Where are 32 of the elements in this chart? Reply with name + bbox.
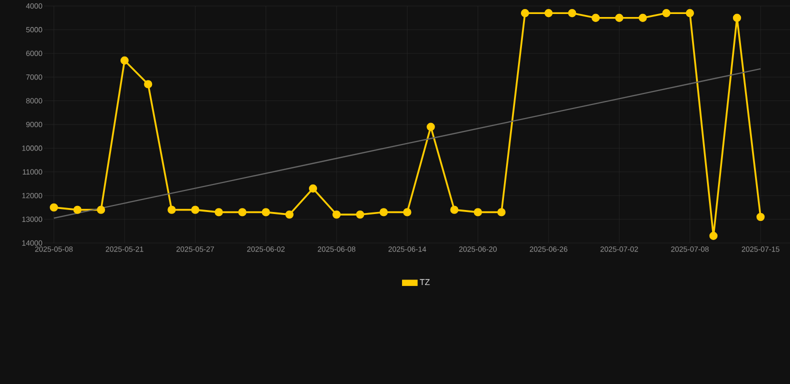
point bbox=[356, 210, 364, 219]
point bbox=[50, 203, 58, 212]
point bbox=[191, 206, 200, 214]
point bbox=[709, 232, 718, 240]
point bbox=[756, 212, 765, 222]
point bbox=[497, 208, 506, 216]
point bbox=[262, 208, 270, 216]
point bbox=[615, 14, 624, 22]
point bbox=[592, 14, 600, 22]
point bbox=[144, 80, 152, 88]
point bbox=[520, 9, 530, 18]
point bbox=[403, 208, 412, 216]
point bbox=[638, 14, 647, 22]
point bbox=[168, 206, 176, 214]
point bbox=[568, 9, 576, 18]
point bbox=[214, 208, 223, 216]
point bbox=[96, 206, 106, 214]
point bbox=[662, 9, 670, 18]
point bbox=[450, 206, 458, 214]
point bbox=[238, 208, 246, 216]
point bbox=[686, 9, 694, 18]
point bbox=[120, 56, 129, 65]
point bbox=[426, 122, 435, 131]
point bbox=[380, 208, 388, 216]
point bbox=[73, 206, 82, 214]
point bbox=[308, 184, 318, 193]
legend-label: TZ bbox=[420, 279, 430, 286]
point bbox=[285, 210, 294, 219]
point bbox=[332, 210, 341, 219]
point bbox=[544, 9, 553, 18]
point bbox=[474, 208, 482, 216]
point bbox=[732, 14, 742, 22]
